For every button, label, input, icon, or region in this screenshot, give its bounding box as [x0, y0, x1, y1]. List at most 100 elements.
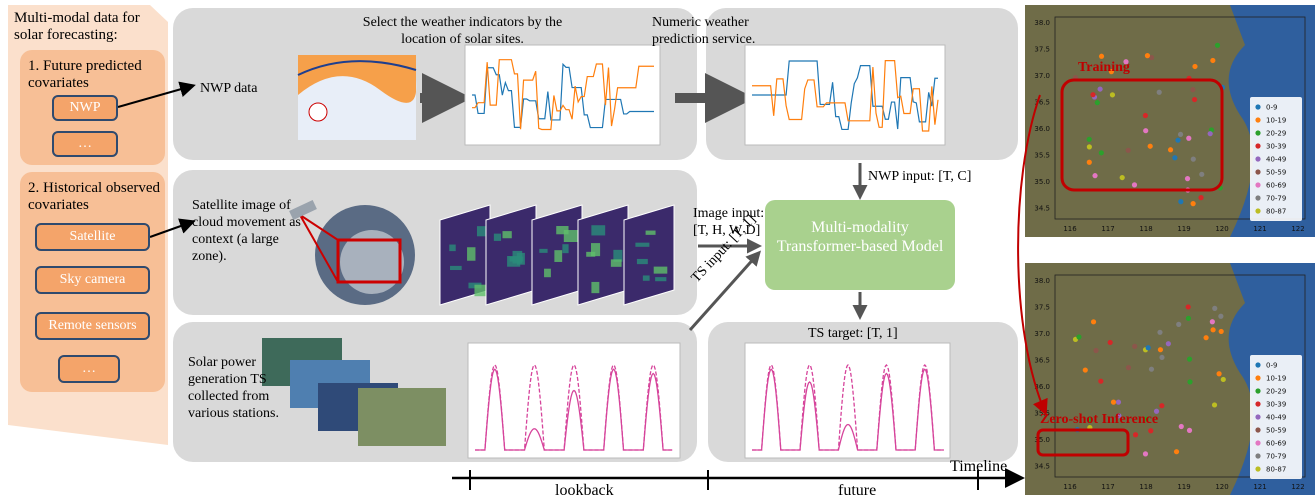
input-label: NWP input: [T, C] — [868, 169, 972, 184]
station — [1209, 319, 1215, 325]
arrow — [149, 218, 196, 238]
legend-swatch — [1255, 104, 1261, 110]
station — [1185, 315, 1192, 321]
target-label: TS target: [T, 1] — [808, 326, 898, 341]
station — [1218, 313, 1224, 319]
legend-swatch — [1255, 388, 1261, 394]
legend-label: 40-49 — [1266, 414, 1286, 422]
station — [1087, 417, 1093, 423]
station — [1190, 201, 1196, 207]
plot-frame — [464, 44, 661, 146]
cloud-patch — [613, 249, 623, 262]
cloud-patch — [562, 244, 569, 254]
station — [1109, 92, 1116, 98]
modality-button: Satellite — [35, 223, 150, 251]
x-tick-label: 122 — [1291, 483, 1304, 491]
station — [1190, 156, 1196, 162]
cloud-patch — [554, 250, 563, 262]
station — [1107, 339, 1113, 346]
legend-swatch — [1255, 208, 1261, 214]
station — [1211, 402, 1218, 408]
cloud-patch — [502, 231, 512, 239]
cloud-patch — [655, 277, 667, 282]
series-line — [472, 62, 654, 129]
timeline-label: Timeline — [950, 458, 1008, 475]
station — [1216, 371, 1222, 377]
cloud-patch — [636, 258, 648, 265]
arrow — [117, 81, 196, 108]
station — [1210, 57, 1216, 64]
legend-label: 30-39 — [1266, 143, 1286, 151]
station — [1207, 131, 1213, 137]
y-tick-label: 35.0 — [1034, 436, 1050, 444]
station — [1097, 86, 1103, 92]
station — [1090, 92, 1096, 98]
x-tick-label: 117 — [1101, 225, 1114, 233]
station — [1191, 96, 1198, 103]
station — [1218, 328, 1224, 335]
cloud-patch — [635, 242, 650, 247]
station — [1190, 87, 1196, 93]
map-frame — [1054, 16, 1306, 220]
legend-swatch — [1255, 182, 1261, 188]
station — [1076, 334, 1082, 340]
station — [1157, 329, 1163, 335]
station — [1203, 335, 1209, 341]
y-tick-label: 37.0 — [1034, 330, 1050, 338]
station — [1148, 428, 1154, 434]
legend-swatch — [1255, 130, 1261, 136]
legend-box — [1250, 355, 1302, 479]
station — [1186, 356, 1193, 362]
y-tick-label: 34.5 — [1034, 205, 1050, 213]
region-box — [1060, 78, 1224, 192]
station — [1092, 173, 1098, 179]
station — [1094, 100, 1100, 106]
station — [1086, 144, 1092, 150]
zone-lines — [299, 214, 339, 283]
series-line — [752, 368, 944, 451]
modality-button: … — [52, 131, 118, 157]
station — [1167, 147, 1174, 153]
legend-label: 0-9 — [1266, 362, 1277, 370]
station — [1116, 413, 1122, 419]
station — [1212, 305, 1218, 311]
legend-swatch — [1255, 401, 1261, 407]
x-tick-label: 119 — [1177, 483, 1190, 491]
station — [1086, 136, 1092, 142]
station — [1090, 319, 1097, 325]
station — [1125, 365, 1132, 371]
modality-button: NWP — [52, 95, 118, 121]
x-tick-label: 119 — [1177, 225, 1190, 233]
station — [1159, 403, 1165, 409]
cloud-patch — [563, 230, 578, 243]
x-tick-label: 117 — [1101, 483, 1114, 491]
legend-swatch — [1255, 466, 1261, 472]
cloud-patch — [474, 284, 488, 297]
nwp-plot — [472, 59, 654, 131]
legend-swatch — [1255, 427, 1261, 433]
cloud-patch — [591, 225, 606, 236]
nwp-label: NWP data — [200, 81, 258, 96]
cloud — [340, 230, 404, 294]
low-marker — [308, 102, 328, 122]
y-tick-label: 34.5 — [1034, 463, 1050, 471]
modality-button: Sky camera — [35, 266, 150, 294]
ts-label: Solar power generation TS collected from… — [188, 355, 279, 421]
series-line — [475, 368, 673, 451]
x-tick-label: 120 — [1215, 225, 1228, 233]
station — [1192, 63, 1198, 70]
station — [1199, 171, 1205, 177]
legend-label: 70-79 — [1266, 453, 1286, 461]
legend-swatch — [1255, 453, 1261, 459]
satellite-label: Satellite image of cloud movement as con… — [192, 198, 301, 264]
modality-button: Remote sensors — [35, 312, 150, 340]
cloud-patch — [556, 226, 569, 235]
legend-swatch — [1255, 169, 1261, 175]
x-tick-label: 121 — [1253, 483, 1266, 491]
legend-label: 20-29 — [1266, 130, 1286, 138]
legend-label: 0-9 — [1266, 104, 1277, 112]
cloud-patch — [642, 275, 650, 281]
legend-label: 50-59 — [1266, 169, 1286, 177]
station — [1132, 343, 1138, 349]
